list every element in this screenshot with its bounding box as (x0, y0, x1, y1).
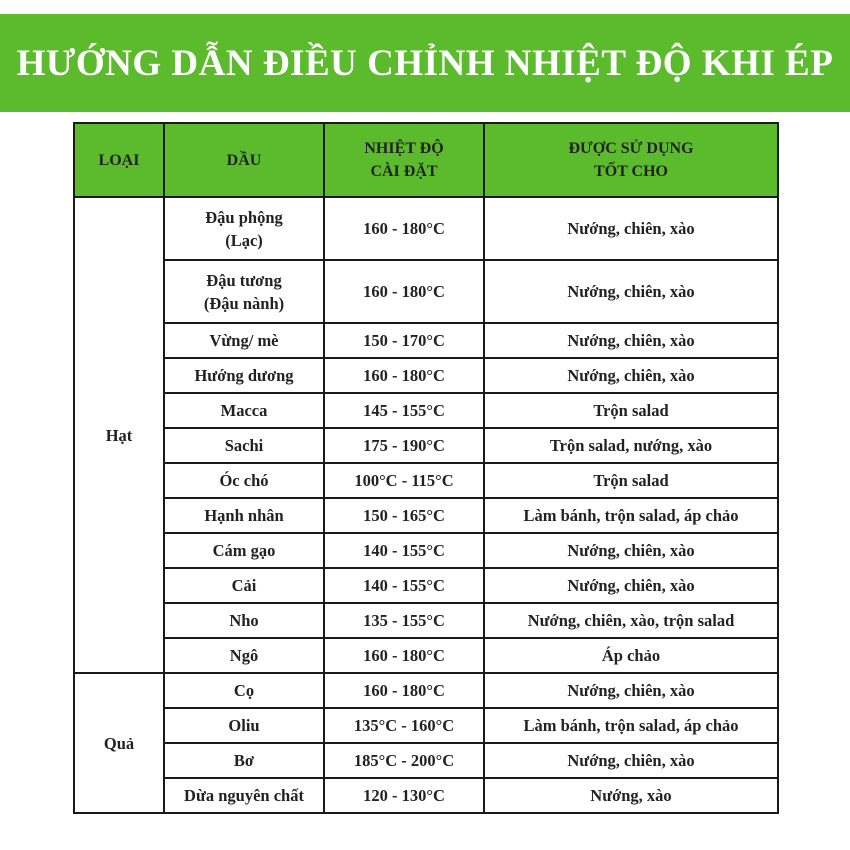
temperature-cell: 160 - 180°C (323, 357, 485, 394)
table-row: Nho 135 - 155°C Nướng, chiên, xào, trộn sa… (74, 602, 779, 639)
oil-cell: Đậu phộng (Lạc) (163, 196, 325, 261)
temperature-table: LOẠI DẦU NHIỆT ĐỘ CÀI ĐẶT ĐƯỢC SỬ DỤNG TỐT CH… (73, 122, 779, 814)
title-banner: HƯỚNG DẪN ĐIỀU CHỈNH NHIỆT ĐỘ KHI ÉP (0, 14, 850, 112)
text-line: Đậu phộng (205, 207, 283, 227)
oil-cell: Oliu (163, 707, 325, 744)
text-line: NHIỆT ĐỘ (364, 140, 444, 157)
temperature-cell: 140 - 155°C (323, 532, 485, 569)
text-line: Oliu (228, 716, 260, 735)
category-cell: Hạt (73, 196, 165, 674)
usage-cell: Trộn salad (483, 392, 779, 429)
text-line: (Lạc) (225, 230, 263, 250)
usage-cell: Làm bánh, trộn salad, áp chảo (483, 707, 779, 744)
text-line: Ngô (229, 646, 259, 665)
text-line: Vừng/ mè (209, 331, 279, 350)
oil-cell: Hướng dương (163, 357, 325, 394)
text-line: Cải (231, 576, 257, 595)
header-dau: DẦU (163, 122, 325, 198)
text-line: CÀI ĐẶT (370, 163, 438, 180)
text-line: Dừa nguyên chất (184, 786, 304, 805)
table-row: Đậu tương (Đậu nành) 160 - 180°C Nướng, chi… (74, 259, 779, 324)
table-row: Hạnh nhân 150 - 165°C Làm bánh, trộn salad… (74, 497, 779, 534)
table-row: Hạt Đậu phộng (Lạc) 160 - 180°C Nướng, chiên… (73, 196, 779, 674)
oil-cell: Hạnh nhân (163, 497, 325, 534)
oil-cell: Ngô (163, 637, 325, 674)
oil-cell: Nho (163, 602, 325, 639)
usage-cell: Nướng, chiên, xào (483, 322, 779, 359)
oil-cell: Cám gạo (163, 532, 325, 569)
table-row: Cải 140 - 155°C Nướng, chiên, xào (74, 567, 779, 604)
text-line: Óc chó (219, 471, 269, 490)
header-nhiet-do: NHIỆT ĐỘ CÀI ĐẶT (323, 122, 485, 198)
temperature-cell: 185°C - 200°C (323, 742, 485, 779)
table-row: Quả Cọ 160 - 180°C Nướng, chiên, xào (73, 672, 779, 814)
oil-cell: Bơ (163, 742, 325, 779)
temperature-cell: 135°C - 160°C (323, 707, 485, 744)
oil-cell: Đậu tương (Đậu nành) (163, 259, 325, 324)
oil-cell: Vừng/ mè (163, 322, 325, 359)
oil-cell: Sachi (163, 427, 325, 464)
temperature-cell: 150 - 170°C (323, 322, 485, 359)
temperature-cell: 160 - 180°C (323, 259, 485, 324)
table-row: Macca 145 - 155°C Trộn salad (74, 392, 779, 429)
table-row: Oliu 135°C - 160°C Làm bánh, trộn salad, á… (74, 707, 779, 744)
table-row: Hướng dương 160 - 180°C Nướng, chiên, xào (74, 357, 779, 394)
temperature-cell: 140 - 155°C (323, 567, 485, 604)
text-line: Bơ (233, 751, 255, 770)
text-line: (Đậu nành) (203, 293, 285, 313)
oil-cell: Óc chó (163, 462, 325, 499)
oil-cell: Macca (163, 392, 325, 429)
usage-cell: Nướng, chiên, xào (483, 532, 779, 569)
table-header-row: LOẠI DẦU NHIỆT ĐỘ CÀI ĐẶT ĐƯỢC SỬ DỤNG TỐT CH… (73, 122, 779, 198)
text-line: Cám gạo (212, 541, 276, 560)
table-row: Sachi 175 - 190°C Trộn salad, nướng, xào (74, 427, 779, 464)
table-row: Bơ 185°C - 200°C Nướng, chiên, xào (74, 742, 779, 779)
usage-cell: Nướng, chiên, xào (483, 672, 779, 709)
oil-cell: Cọ (163, 672, 325, 709)
text-line: Hướng dương (194, 366, 294, 385)
category-cell: Quả (73, 672, 165, 814)
usage-cell: Trộn salad (483, 462, 779, 499)
oil-cell: Dừa nguyên chất (163, 777, 325, 814)
oil-cell: Cải (163, 567, 325, 604)
table-row: Dừa nguyên chất 120 - 130°C Nướng, xào (74, 777, 779, 814)
temperature-cell: 120 - 130°C (323, 777, 485, 814)
text-line: Nho (229, 611, 259, 630)
text-line: TỐT CHO (594, 163, 668, 180)
text-line: Hạnh nhân (204, 506, 284, 525)
table-row: Vừng/ mè 150 - 170°C Nướng, chiên, xào (74, 322, 779, 359)
usage-cell: Áp chảo (483, 637, 779, 674)
temperature-cell: 145 - 155°C (323, 392, 485, 429)
usage-cell: Nướng, chiên, xào (483, 742, 779, 779)
table-row: Ngô 160 - 180°C Áp chảo (74, 637, 779, 674)
temperature-cell: 160 - 180°C (323, 637, 485, 674)
table-row: Óc chó 100°C - 115°C Trộn salad (74, 462, 779, 499)
usage-cell: Nướng, chiên, xào (483, 259, 779, 324)
text-line: Sachi (224, 436, 264, 455)
header-su-dung: ĐƯỢC SỬ DỤNG TỐT CHO (483, 122, 779, 198)
temperature-cell: 150 - 165°C (323, 497, 485, 534)
text-line: LOẠI (98, 151, 140, 169)
text-line: Cọ (233, 681, 255, 700)
usage-cell: Trộn salad, nướng, xào (483, 427, 779, 464)
text-line: Đậu tương (206, 270, 282, 290)
temperature-cell: 160 - 180°C (323, 672, 485, 709)
temperature-cell: 160 - 180°C (323, 196, 485, 261)
text-line: DẦU (226, 151, 262, 169)
text-line: Macca (220, 401, 268, 420)
usage-cell: Nướng, chiên, xào, trộn salad (483, 602, 779, 639)
temperature-cell: 100°C - 115°C (323, 462, 485, 499)
usage-cell: Nướng, chiên, xào (483, 357, 779, 394)
usage-cell: Nướng, xào (483, 777, 779, 814)
text-line: ĐƯỢC SỬ DỤNG (568, 140, 694, 157)
usage-cell: Làm bánh, trộn salad, áp chảo (483, 497, 779, 534)
usage-cell: Nướng, chiên, xào (483, 567, 779, 604)
page-title: HƯỚNG DẪN ĐIỀU CHỈNH NHIỆT ĐỘ KHI ÉP (16, 42, 834, 84)
usage-cell: Nướng, chiên, xào (483, 196, 779, 261)
temperature-cell: 135 - 155°C (323, 602, 485, 639)
temperature-cell: 175 - 190°C (323, 427, 485, 464)
header-loai: LOẠI (73, 122, 165, 198)
table-row: Cám gạo 140 - 155°C Nướng, chiên, xào (74, 532, 779, 569)
